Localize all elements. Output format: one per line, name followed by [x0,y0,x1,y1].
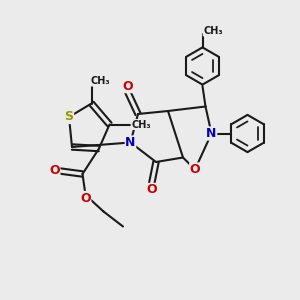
Text: N: N [125,136,136,149]
Text: O: O [122,80,133,93]
Text: O: O [146,183,157,196]
Text: O: O [80,191,91,205]
Text: O: O [49,164,60,178]
Text: CH₃: CH₃ [91,76,110,86]
Text: S: S [64,110,74,124]
Text: CH₃: CH₃ [131,119,151,130]
Text: CH₃: CH₃ [203,26,223,36]
Text: O: O [190,163,200,176]
Text: N: N [206,127,217,140]
